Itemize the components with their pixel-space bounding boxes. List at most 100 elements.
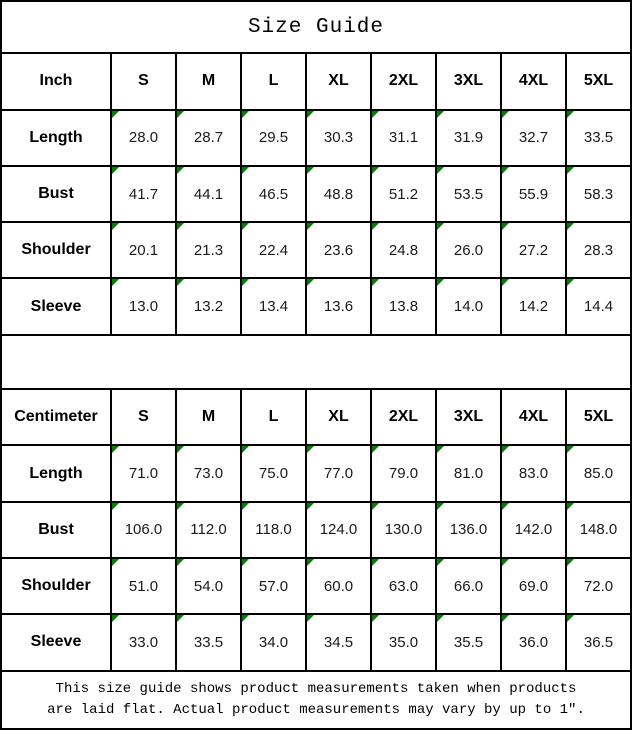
measurement-value: 36.5 [583,633,614,651]
corner-indicator-icon [113,280,119,287]
page-title: Size Guide [0,0,632,55]
corner-indicator-icon [178,560,184,567]
size-column-header: L [240,52,307,111]
measurement-value: 14.2 [518,298,549,316]
corner-indicator-icon [308,616,314,623]
measurement-value: 63.0 [388,577,419,595]
title-section: Size Guide [0,0,632,55]
measurement-value-cell: 57.0 [240,557,307,616]
corner-indicator-icon [308,447,314,454]
measurement-value: 41.7 [128,185,159,203]
corner-indicator-icon [568,111,574,118]
corner-indicator-icon [568,616,574,623]
measurement-value-cell: 29.5 [240,108,307,167]
measurement-value: 22.4 [258,241,289,259]
corner-indicator-icon [568,280,574,287]
measurement-value: 83.0 [518,465,549,483]
measurement-value: 51.0 [128,577,159,595]
corner-indicator-icon [503,111,509,118]
measurement-value-cell: 79.0 [370,444,437,503]
measurement-value: 32.7 [518,129,549,147]
measurement-value: 26.0 [453,241,484,259]
corner-indicator-icon [503,224,509,231]
size-header-row: Centimeter S M L XL 2XL 3XL 4XL 5XL [0,388,632,447]
measurement-value: 77.0 [323,465,354,483]
measurement-value: 33.5 [193,633,224,651]
measurement-value: 28.0 [128,129,159,147]
measurement-value-cell: 13.0 [110,277,177,336]
measurement-value: 73.0 [193,465,224,483]
inch-table-section: Inch S M L XL 2XL 3XL 4XL 5XL Length 28.0 28.7 29.5 3… [0,52,632,336]
measurement-value-cell: 71.0 [110,444,177,503]
size-column-header: XL [305,388,372,447]
measurement-value: 33.0 [128,633,159,651]
measurement-value-cell: 31.1 [370,108,437,167]
corner-indicator-icon [113,616,119,623]
measurement-label-cell: Shoulder [0,221,112,280]
measurement-value-cell: 112.0 [175,500,242,560]
size-column-header: 4XL [500,52,567,111]
footer-note-cell: This size guide shows product measuremen… [0,669,632,730]
measurement-value-cell: 63.0 [370,557,437,616]
measurement-value: 14.4 [583,298,614,316]
measurement-value: 136.0 [449,521,488,539]
measurement-row: Sleeve 13.0 13.2 13.4 13.6 13.8 14.0 14.2 14.4 [0,277,632,336]
measurement-value: 54.0 [193,577,224,595]
measurement-value: 60.0 [323,577,354,595]
measurement-value: 58.3 [583,185,614,203]
measurement-label-cell: Length [0,108,112,167]
unit-label-cell: Inch [0,52,112,111]
measurement-value: 36.0 [518,633,549,651]
measurement-value: 81.0 [453,465,484,483]
measurement-value: 33.5 [583,129,614,147]
corner-indicator-icon [243,616,249,623]
measurement-row: Shoulder 20.1 21.3 22.4 23.6 24.8 26.0 27.2 28.3 [0,221,632,280]
measurement-value: 106.0 [124,521,163,539]
measurement-value-cell: 31.9 [435,108,502,167]
measurement-value: 57.0 [258,577,289,595]
measurement-row: Bust 106.0 112.0 118.0 124.0 130.0 136.0 142.0 1… [0,500,632,560]
corner-indicator-icon [438,111,444,118]
measurement-value: 118.0 [255,521,292,539]
corner-indicator-icon [438,503,444,510]
measurement-value: 13.8 [388,298,419,316]
measurement-label-cell: Bust [0,164,112,224]
corner-indicator-icon [243,560,249,567]
measurement-value-cell: 36.5 [565,613,632,672]
measurement-value: 53.5 [453,185,484,203]
measurement-value: 28.7 [193,129,224,147]
corner-indicator-icon [178,224,184,231]
corner-indicator-icon [568,167,574,174]
size-column-header: 2XL [370,388,437,447]
measurement-value: 48.8 [323,185,354,203]
corner-indicator-icon [568,560,574,567]
measurement-value-cell: 30.3 [305,108,372,167]
corner-indicator-icon [373,280,379,287]
corner-indicator-icon [243,111,249,118]
corner-indicator-icon [568,224,574,231]
corner-indicator-icon [243,224,249,231]
corner-indicator-icon [308,560,314,567]
measurement-value-cell: 60.0 [305,557,372,616]
measurement-value-cell: 13.2 [175,277,242,336]
corner-indicator-icon [503,280,509,287]
corner-indicator-icon [113,167,119,174]
measurement-value-cell: 35.0 [370,613,437,672]
measurement-value: 55.9 [518,185,549,203]
measurement-value-cell: 35.5 [435,613,502,672]
cm-table-section: Centimeter S M L XL 2XL 3XL 4XL 5XL Length 71.0 73.… [0,388,632,672]
measurement-value-cell: 83.0 [500,444,567,503]
corner-indicator-icon [503,167,509,174]
measurement-value: 23.6 [323,241,354,259]
size-column-header: S [110,388,177,447]
measurement-value-cell: 28.7 [175,108,242,167]
corner-indicator-icon [568,503,574,510]
measurement-value-cell: 58.3 [565,164,632,224]
corner-indicator-icon [503,560,509,567]
measurement-value: 112.0 [190,521,227,539]
corner-indicator-icon [373,224,379,231]
measurement-value-cell: 20.1 [110,221,177,280]
corner-indicator-icon [373,616,379,623]
footer-note-line-1: This size guide shows product measuremen… [55,680,577,697]
